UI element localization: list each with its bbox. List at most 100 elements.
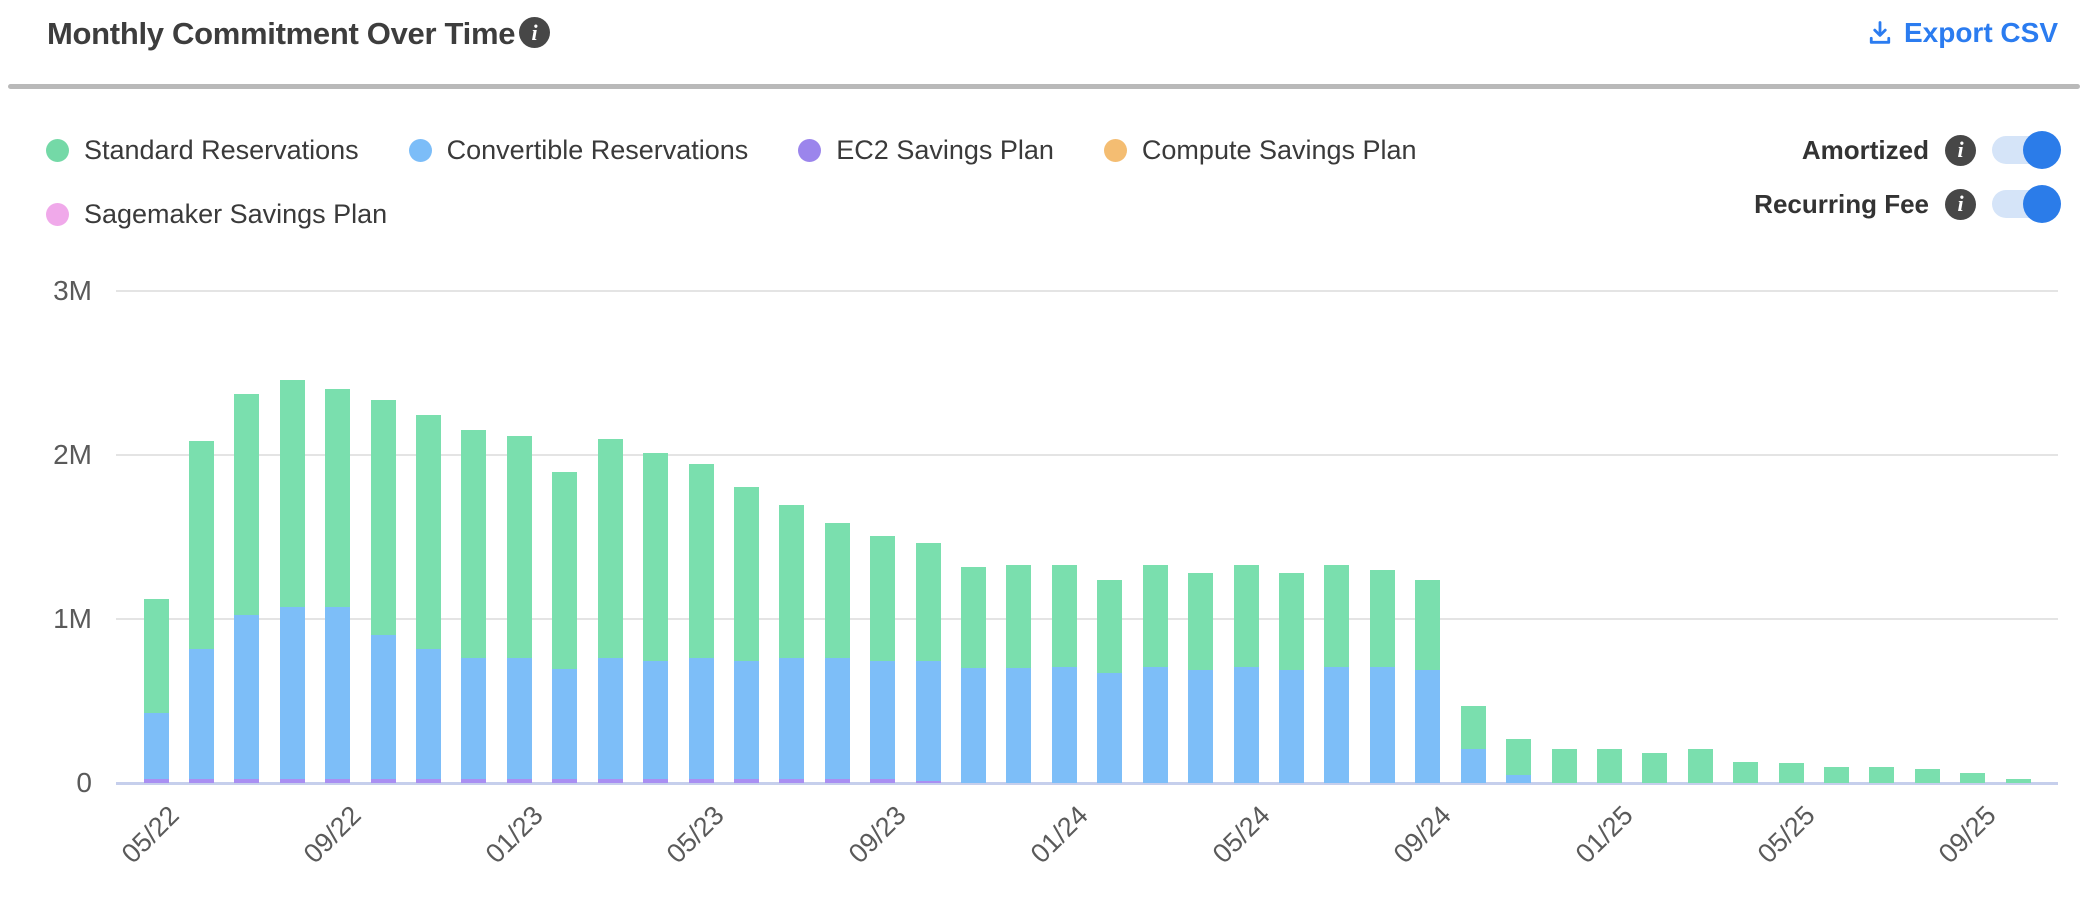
bar-segment-standard-reservations[interactable] (915, 542, 941, 661)
bar-segment-standard-reservations[interactable] (1642, 753, 1668, 783)
export-csv-button[interactable]: Export CSV (1866, 17, 2058, 49)
bar-segment-standard-reservations[interactable] (824, 523, 850, 658)
bar-segment-standard-reservations[interactable] (506, 436, 532, 658)
bar-segment-ec2-savings-plan[interactable] (643, 778, 669, 783)
bar-segment-ec2-savings-plan[interactable] (824, 778, 850, 783)
bar-segment-standard-reservations[interactable] (1188, 573, 1214, 670)
bar-segment-standard-reservations[interactable] (961, 566, 987, 669)
bar-segment-standard-reservations[interactable] (1824, 766, 1850, 783)
bar-segment-convertible-reservations[interactable] (1279, 669, 1304, 783)
bar-segment-standard-reservations[interactable] (1051, 564, 1077, 667)
bar-segment-ec2-savings-plan[interactable] (552, 778, 578, 783)
bar-segment-convertible-reservations[interactable] (1188, 669, 1214, 783)
bar-segment-ec2-savings-plan[interactable] (915, 780, 941, 783)
bar-segment-standard-reservations[interactable] (1324, 564, 1350, 667)
bar-segment-standard-reservations[interactable] (416, 414, 442, 650)
bar-segment-ec2-savings-plan[interactable] (870, 778, 896, 783)
bar-segment-standard-reservations[interactable] (1460, 705, 1486, 749)
bar-segment-standard-reservations[interactable] (1506, 738, 1532, 775)
bar-segment-ec2-savings-plan[interactable] (461, 778, 487, 783)
bar-segment-convertible-reservations[interactable] (779, 657, 805, 779)
recurring-fee-info-icon[interactable]: i (1945, 188, 1976, 220)
bar-segment-ec2-savings-plan[interactable] (416, 778, 442, 783)
bar-segment-standard-reservations[interactable] (733, 486, 759, 661)
bar-segment-standard-reservations[interactable] (1960, 773, 1986, 783)
bar-segment-convertible-reservations[interactable] (461, 657, 487, 779)
bar-segment-ec2-savings-plan[interactable] (779, 778, 805, 783)
bar-segment-convertible-reservations[interactable] (1051, 666, 1077, 783)
bar-segment-convertible-reservations[interactable] (643, 660, 669, 779)
bar-segment-convertible-reservations[interactable] (416, 649, 442, 779)
bar-segment-convertible-reservations[interactable] (915, 660, 941, 781)
bar-segment-convertible-reservations[interactable] (506, 657, 532, 779)
bar-segment-ec2-savings-plan[interactable] (325, 778, 351, 783)
bar-segment-convertible-reservations[interactable] (733, 660, 759, 779)
amortized-info-icon[interactable]: i (1945, 134, 1976, 166)
bar-segment-convertible-reservations[interactable] (1097, 673, 1123, 783)
bar-segment-ec2-savings-plan[interactable] (279, 778, 305, 783)
bar-segment-standard-reservations[interactable] (1233, 564, 1259, 667)
bar-segment-ec2-savings-plan[interactable] (370, 778, 396, 783)
bar-segment-ec2-savings-plan[interactable] (234, 778, 260, 783)
bar-segment-ec2-savings-plan[interactable] (733, 778, 759, 783)
bar-segment-standard-reservations[interactable] (1778, 763, 1804, 783)
bar-segment-standard-reservations[interactable] (1687, 748, 1713, 783)
bar-segment-ec2-savings-plan[interactable] (688, 778, 714, 783)
bar-segment-convertible-reservations[interactable] (279, 606, 305, 779)
bar-segment-standard-reservations[interactable] (1369, 569, 1395, 667)
bar-segment-ec2-savings-plan[interactable] (506, 778, 532, 783)
bar-segment-convertible-reservations[interactable] (325, 606, 351, 779)
bar-segment-convertible-reservations[interactable] (1233, 666, 1259, 783)
bar-segment-standard-reservations[interactable] (1869, 766, 1895, 783)
legend-item-ec2-savings-plan[interactable]: EC2 Savings Plan (798, 131, 1054, 169)
bar-segment-standard-reservations[interactable] (688, 464, 714, 658)
bar-segment-ec2-savings-plan[interactable] (188, 778, 214, 783)
legend-item-compute-savings-plan[interactable]: Compute Savings Plan (1103, 131, 1417, 169)
bar-segment-convertible-reservations[interactable] (234, 614, 260, 779)
bar-segment-standard-reservations[interactable] (1914, 769, 1940, 783)
legend-item-sagemaker-savings-plan[interactable]: Sagemaker Savings Plan (46, 195, 387, 233)
bar-segment-convertible-reservations[interactable] (143, 713, 169, 779)
bar-segment-standard-reservations[interactable] (779, 505, 805, 658)
bar-segment-ec2-savings-plan[interactable] (143, 778, 169, 783)
bar-segment-standard-reservations[interactable] (1006, 564, 1032, 669)
bar-segment-convertible-reservations[interactable] (688, 657, 714, 779)
bar-segment-convertible-reservations[interactable] (552, 669, 578, 779)
bar-segment-standard-reservations[interactable] (1097, 579, 1123, 674)
bar-segment-standard-reservations[interactable] (1733, 761, 1759, 783)
bar-segment-convertible-reservations[interactable] (1324, 666, 1350, 783)
bar-segment-standard-reservations[interactable] (1551, 748, 1577, 783)
legend-item-standard-reservations[interactable]: Standard Reservations (46, 131, 359, 169)
legend-item-convertible-reservations[interactable]: Convertible Reservations (408, 131, 748, 169)
bar-segment-convertible-reservations[interactable] (1460, 748, 1486, 783)
bar-segment-convertible-reservations[interactable] (1506, 774, 1532, 783)
bar-segment-standard-reservations[interactable] (1415, 579, 1441, 670)
bar-segment-standard-reservations[interactable] (552, 472, 578, 670)
bar-segment-standard-reservations[interactable] (1596, 748, 1622, 783)
bar-segment-standard-reservations[interactable] (597, 439, 623, 658)
bar-segment-convertible-reservations[interactable] (597, 657, 623, 779)
bar-segment-convertible-reservations[interactable] (1415, 669, 1441, 783)
title-info-icon[interactable]: i (519, 17, 550, 48)
bar-segment-convertible-reservations[interactable] (824, 657, 850, 779)
bar-segment-convertible-reservations[interactable] (870, 660, 896, 779)
bar-segment-standard-reservations[interactable] (461, 429, 487, 658)
bar-segment-standard-reservations[interactable] (325, 388, 351, 607)
bar-segment-convertible-reservations[interactable] (1006, 668, 1032, 783)
bar-segment-standard-reservations[interactable] (370, 400, 396, 635)
bar-segment-standard-reservations[interactable] (234, 393, 260, 615)
bar-segment-convertible-reservations[interactable] (188, 649, 214, 779)
bar-segment-standard-reservations[interactable] (188, 441, 214, 650)
bar-segment-standard-reservations[interactable] (1279, 573, 1304, 670)
bar-segment-convertible-reservations[interactable] (1369, 666, 1395, 783)
recurring-fee-toggle[interactable] (1992, 185, 2061, 223)
bar-segment-standard-reservations[interactable] (143, 598, 169, 714)
amortized-toggle[interactable] (1992, 131, 2061, 169)
bar-segment-convertible-reservations[interactable] (370, 634, 396, 779)
bar-segment-ec2-savings-plan[interactable] (597, 778, 623, 783)
bar-segment-standard-reservations[interactable] (2005, 778, 2031, 783)
bar-segment-standard-reservations[interactable] (643, 452, 669, 661)
bar-segment-standard-reservations[interactable] (870, 536, 896, 661)
bar-segment-convertible-reservations[interactable] (961, 668, 987, 783)
bar-segment-standard-reservations[interactable] (1142, 564, 1168, 667)
